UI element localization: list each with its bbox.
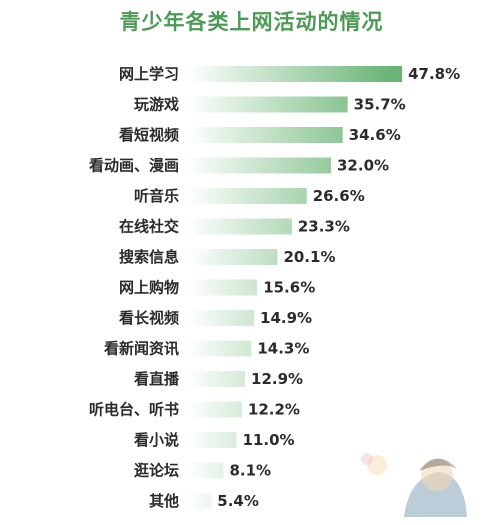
category-label: 玩游戏 (134, 96, 179, 114)
bar (187, 96, 348, 113)
bar (187, 493, 212, 509)
category-label: 网上购物 (119, 279, 179, 297)
category-label: 看小说 (134, 431, 179, 449)
category-label: 其他 (149, 492, 179, 510)
category-label: 看新闻资讯 (104, 340, 179, 358)
cartoon-illustration-decoration (361, 453, 467, 517)
value-label: 12.9% (251, 370, 303, 388)
value-label: 11.0% (243, 431, 295, 449)
bar (187, 218, 292, 235)
bar (187, 157, 331, 174)
bar (187, 127, 343, 143)
value-label: 8.1% (229, 462, 271, 480)
value-label: 14.9% (260, 309, 312, 327)
bar (187, 432, 237, 448)
category-label: 网上学习 (119, 65, 179, 83)
bar (187, 249, 278, 265)
category-label: 逛论坛 (134, 462, 179, 480)
category-label: 搜索信息 (119, 248, 179, 266)
category-label: 听音乐 (134, 187, 179, 205)
value-label: 34.6% (349, 126, 401, 144)
bar (187, 66, 403, 82)
bar (187, 188, 307, 204)
value-label: 47.8% (408, 65, 460, 83)
value-label: 12.2% (248, 401, 300, 419)
bar (187, 310, 255, 326)
category-label: 看短视频 (119, 126, 179, 144)
value-label: 20.1% (283, 248, 335, 266)
value-label: 5.4% (217, 492, 259, 510)
value-label: 15.6% (263, 279, 315, 297)
value-label: 23.3% (298, 218, 350, 236)
category-label: 听电台、听书 (89, 401, 179, 419)
bar (187, 401, 242, 418)
bar (187, 462, 224, 479)
chart-title: 青少年各类上网活动的情况 (119, 10, 384, 34)
category-label: 在线社交 (119, 218, 179, 236)
category-label: 看长视频 (119, 309, 179, 327)
bar (187, 340, 252, 357)
value-label: 35.7% (354, 96, 406, 114)
bar (187, 371, 246, 387)
value-label: 26.6% (313, 187, 365, 205)
value-label: 32.0% (337, 157, 389, 175)
value-label: 14.3% (257, 340, 309, 358)
bar (187, 279, 258, 296)
category-label: 看动画、漫画 (89, 157, 179, 175)
category-label: 看直播 (134, 370, 180, 388)
